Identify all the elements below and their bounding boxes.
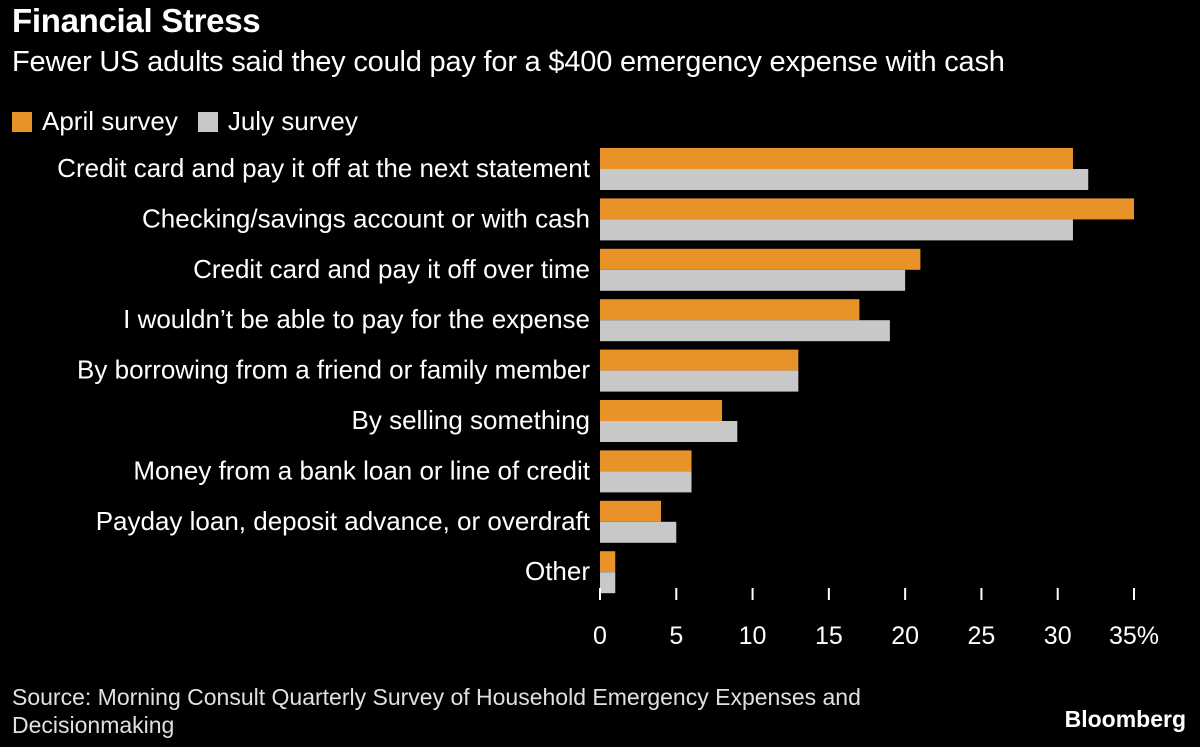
category-label-6: Money from a bank loan or line of credit bbox=[133, 455, 590, 485]
bar-july-cat-2 bbox=[600, 269, 906, 291]
bar-april-cat-7 bbox=[600, 500, 662, 522]
legend: April survey July survey bbox=[12, 106, 378, 137]
bar-july-cat-7 bbox=[600, 521, 677, 543]
bar-april-cat-2 bbox=[600, 248, 921, 270]
category-label-0: Credit card and pay it off at the next s… bbox=[57, 153, 591, 183]
bar-july-cat-0 bbox=[600, 169, 1089, 190]
x-tick-label-2: 10 bbox=[739, 622, 767, 650]
legend-item-july: July survey bbox=[197, 106, 358, 137]
chart-title: Financial Stress bbox=[12, 2, 261, 39]
legend-swatch-april bbox=[12, 111, 32, 132]
category-label-3: I wouldn’t be able to pay for the expens… bbox=[123, 304, 590, 334]
x-tick-label-4: 20 bbox=[891, 622, 919, 650]
bar-july-cat-1 bbox=[600, 219, 1073, 241]
category-label-1: Checking/savings account or with cash bbox=[142, 203, 590, 233]
x-tick-label-6: 30 bbox=[1044, 622, 1072, 650]
bar-april-cat-4 bbox=[600, 349, 799, 371]
legend-label-april: April survey bbox=[42, 106, 178, 136]
bar-july-cat-3 bbox=[600, 320, 890, 342]
source-note: Source: Morning Consult Quarterly Survey… bbox=[12, 684, 861, 738]
x-tick-label-7: 35% bbox=[1109, 622, 1159, 650]
bar-april-cat-6 bbox=[600, 450, 692, 472]
category-label-8: Other bbox=[525, 556, 590, 586]
x-tick-label-1: 5 bbox=[669, 622, 683, 650]
bar-july-cat-6 bbox=[600, 471, 692, 493]
bar-april-cat-0 bbox=[600, 148, 1073, 169]
x-tick-label-3: 15 bbox=[815, 622, 843, 650]
x-tick-label-5: 25 bbox=[968, 622, 996, 650]
bar-april-cat-1 bbox=[600, 198, 1134, 220]
category-label-4: By borrowing from a friend or family mem… bbox=[77, 355, 590, 385]
chart-subtitle: Fewer US adults said they could pay for … bbox=[12, 46, 1005, 78]
bar-april-cat-5 bbox=[600, 400, 723, 421]
bar-april-cat-3 bbox=[600, 299, 860, 321]
legend-label-july: July survey bbox=[227, 106, 358, 136]
bar-july-cat-5 bbox=[600, 421, 738, 442]
category-label-7: Payday loan, deposit advance, or overdra… bbox=[96, 506, 591, 536]
bar-july-cat-8 bbox=[600, 572, 616, 594]
legend-swatch-july bbox=[197, 111, 218, 132]
category-label-5: By selling something bbox=[352, 405, 590, 435]
bar-chart: Credit card and pay it off at the next s… bbox=[57, 148, 1159, 650]
bar-april-cat-8 bbox=[600, 551, 616, 573]
legend-item-april: April survey bbox=[12, 106, 178, 137]
bar-july-cat-4 bbox=[600, 370, 799, 392]
bloomberg-logo: Bloomberg bbox=[1064, 706, 1186, 732]
x-tick-label-0: 0 bbox=[593, 622, 607, 650]
category-label-2: Credit card and pay it off over time bbox=[193, 254, 590, 284]
